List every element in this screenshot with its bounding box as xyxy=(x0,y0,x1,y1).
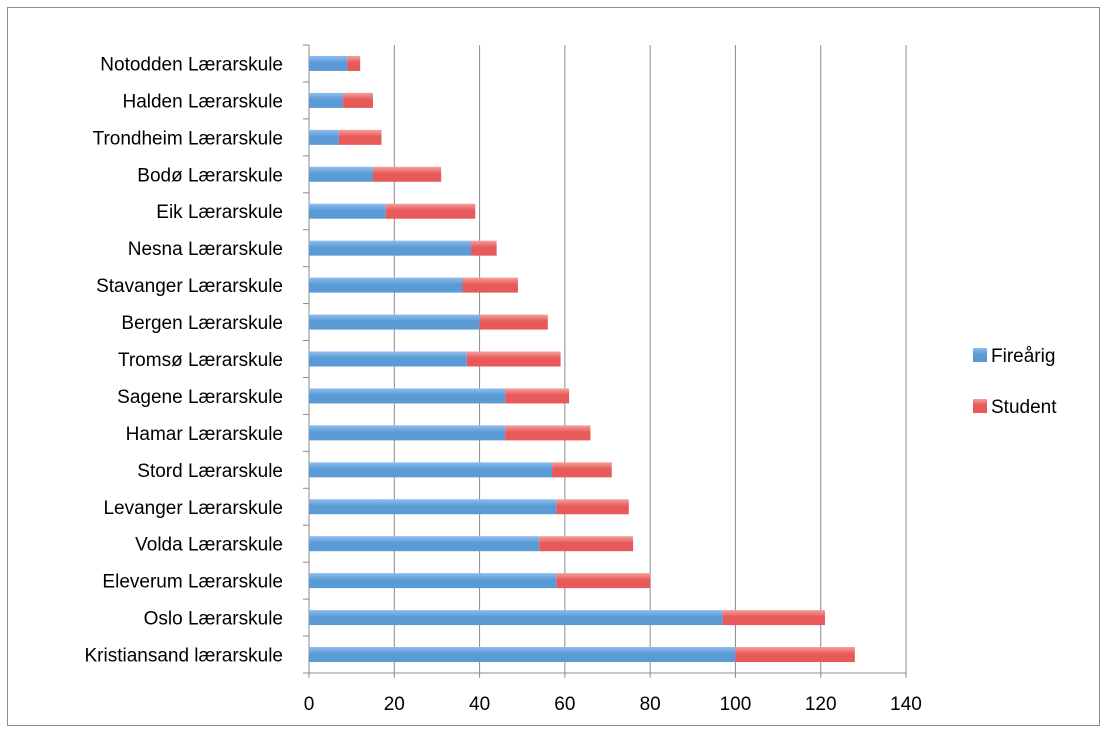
category-label: Levanger Lærarskule xyxy=(103,498,283,519)
bar-firerig-4 xyxy=(309,203,386,219)
bar-student-14 xyxy=(556,573,651,589)
legend-label-0: Fireårig xyxy=(991,346,1055,367)
category-label: Notodden Lærarskule xyxy=(100,54,283,75)
bar-firerig-14 xyxy=(309,573,557,589)
bar-firerig-9 xyxy=(309,388,506,404)
bar-firerig-12 xyxy=(309,499,557,515)
category-label: Volda Lærarskule xyxy=(135,535,283,556)
bar-student-13 xyxy=(539,536,634,552)
category-label: Sagene Lærarskule xyxy=(117,387,283,408)
bar-student-15 xyxy=(722,610,825,626)
bar-firerig-6 xyxy=(309,277,463,293)
bar-firerig-2 xyxy=(309,129,339,145)
bar-student-16 xyxy=(735,647,855,663)
category-label: Hamar Lærarskule xyxy=(126,424,283,445)
bar-firerig-13 xyxy=(309,536,540,552)
legend-swatch-1 xyxy=(973,399,987,413)
x-tick-label: 0 xyxy=(304,694,315,715)
bar-student-1 xyxy=(343,92,373,108)
bar-firerig-8 xyxy=(309,351,467,367)
bar-student-4 xyxy=(385,203,476,219)
category-label: Bergen Lærarskule xyxy=(121,313,283,334)
x-tick-label: 140 xyxy=(890,694,922,715)
bar-student-6 xyxy=(462,277,518,293)
bar-student-12 xyxy=(556,499,629,515)
category-label: Stavanger Lærarskule xyxy=(96,276,283,297)
bar-firerig-10 xyxy=(309,425,506,441)
bar-firerig-5 xyxy=(309,240,472,256)
bar-student-0 xyxy=(347,55,361,71)
bar-firerig-7 xyxy=(309,314,480,330)
bar-firerig-16 xyxy=(309,647,736,663)
category-label: Bodø Lærarskule xyxy=(137,165,283,186)
bar-student-2 xyxy=(338,129,382,145)
bar-student-10 xyxy=(505,425,591,441)
bar-firerig-3 xyxy=(309,166,373,182)
bar-student-7 xyxy=(479,314,548,330)
bar-student-9 xyxy=(505,388,570,404)
category-label: Eik Lærarskule xyxy=(156,202,283,223)
x-tick-label: 120 xyxy=(805,694,837,715)
legend-swatch-0 xyxy=(973,348,987,362)
x-tick-label: 80 xyxy=(640,694,661,715)
category-label: Kristiansand lærarskule xyxy=(84,646,283,667)
bar-student-11 xyxy=(552,462,612,478)
category-label: Stord Lærarskule xyxy=(137,461,283,482)
bar-firerig-1 xyxy=(309,92,344,108)
category-label: Eleverum Lærarskule xyxy=(102,572,283,593)
bar-student-5 xyxy=(471,240,497,256)
legend-label-1: Student xyxy=(991,397,1057,418)
x-tick-label: 100 xyxy=(720,694,752,715)
category-label: Halden Lærarskule xyxy=(122,91,283,112)
bar-firerig-0 xyxy=(309,55,348,71)
category-label: Tromsø Lærarskule xyxy=(118,350,283,371)
category-label: Trondheim Lærarskule xyxy=(93,128,283,149)
x-tick-label: 20 xyxy=(384,694,405,715)
bar-firerig-11 xyxy=(309,462,553,478)
x-tick-label: 60 xyxy=(554,694,575,715)
x-tick-label: 40 xyxy=(469,694,490,715)
category-label: Nesna Lærarskule xyxy=(128,239,283,260)
bar-student-8 xyxy=(466,351,561,367)
category-label: Oslo Lærarskule xyxy=(144,609,283,630)
bar-student-3 xyxy=(372,166,442,182)
bar-firerig-15 xyxy=(309,610,723,626)
